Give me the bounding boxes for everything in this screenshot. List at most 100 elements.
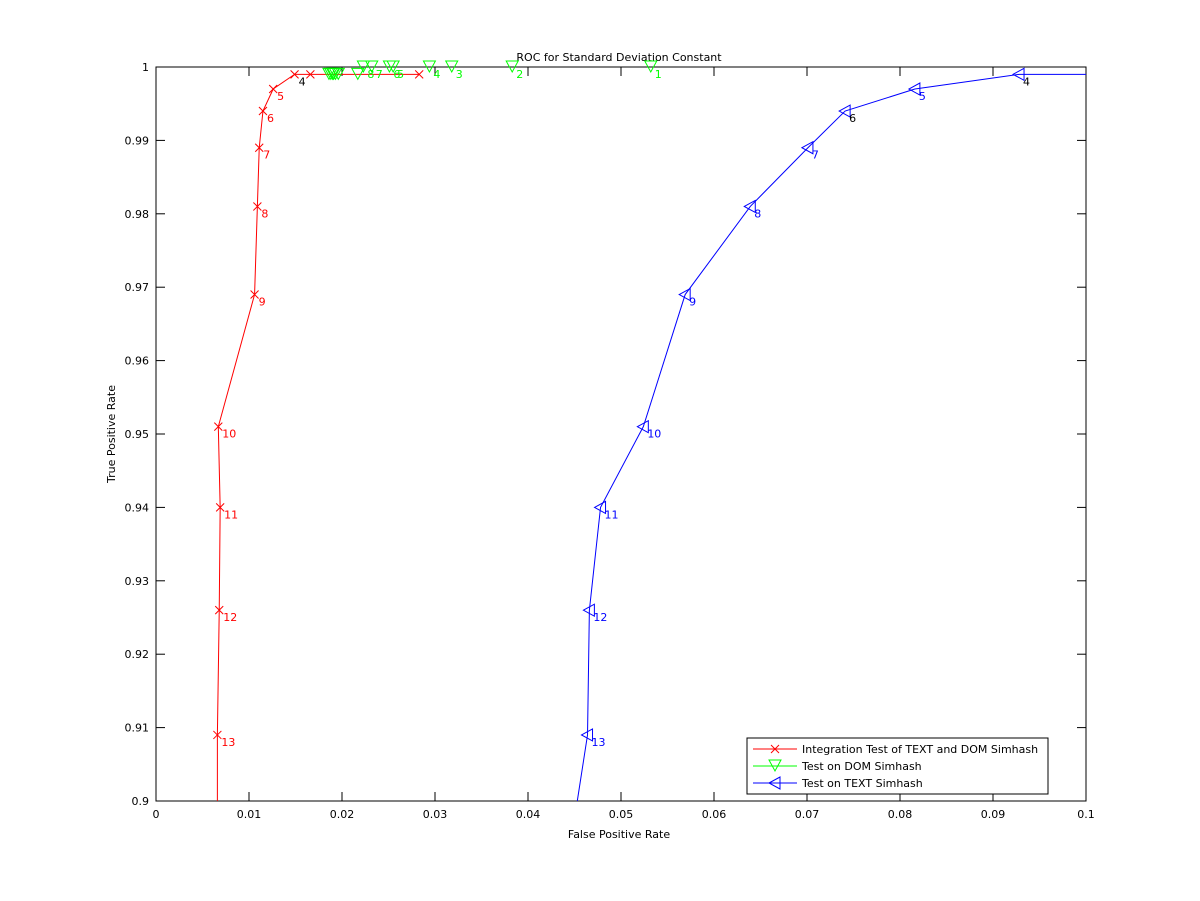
data-point	[800, 140, 814, 155]
y-tick-label: 0.95	[125, 428, 150, 441]
data-point	[250, 290, 259, 299]
y-tick-label: 0.92	[125, 648, 150, 661]
legend-label: Test on DOM Simhash	[801, 760, 922, 773]
data-point	[414, 69, 424, 79]
series-line	[576, 73, 1086, 802]
point-label: 4	[1023, 75, 1030, 88]
point-label: 4	[433, 68, 440, 81]
data-point	[215, 503, 225, 512]
data-point	[636, 419, 649, 434]
data-point	[213, 730, 222, 740]
data-point	[253, 202, 262, 211]
x-tick-label: 0.06	[702, 808, 727, 821]
legend-label: Integration Test of TEXT and DOM Simhash	[802, 743, 1038, 756]
point-label: 10	[647, 428, 661, 441]
data-point	[350, 67, 365, 81]
data-point	[356, 60, 371, 74]
point-label: 7	[812, 149, 819, 162]
data-point	[290, 69, 299, 79]
data-point	[838, 104, 851, 118]
y-tick-label: 0.96	[125, 355, 150, 368]
point-label: 13	[592, 736, 606, 749]
point-label: 1	[655, 68, 662, 81]
x-tick-label: 0.09	[981, 808, 1006, 821]
y-tick-label: 0.94	[125, 501, 150, 514]
series: 4 5 6 7 8 9 10 11 12 13	[576, 67, 1086, 802]
x-tick-label: 0.07	[795, 808, 820, 821]
point-label: 9	[689, 296, 696, 309]
legend-label: Test on TEXT Simhash	[801, 777, 923, 790]
data-point	[364, 60, 379, 74]
data-point	[444, 60, 459, 74]
data-point	[382, 60, 397, 74]
chart-title: ROC for Standard Deviation Constant	[516, 51, 722, 64]
legend-entry: Integration Test of TEXT and DOM Simhash	[753, 743, 1038, 756]
point-label: 2	[516, 68, 523, 81]
data-point	[254, 143, 264, 153]
legend-entry: Test on TEXT Simhash	[753, 776, 923, 790]
y-axis-label: True Positive Rate	[105, 385, 118, 484]
data-point	[306, 69, 315, 79]
data-point	[768, 759, 782, 773]
x-tick-label: 0.05	[609, 808, 634, 821]
data-point	[580, 728, 594, 742]
data-point	[505, 60, 520, 74]
x-tick-label: 0.1	[1077, 808, 1095, 821]
data-point	[268, 84, 278, 94]
y-tick-label: 0.97	[125, 281, 150, 294]
point-label: 4	[299, 75, 306, 88]
y-tick-label: 0.91	[125, 722, 150, 735]
data-point	[582, 603, 595, 618]
data-point	[258, 106, 268, 116]
data-point	[213, 422, 223, 432]
x-tick-label: 0	[153, 808, 160, 821]
point-label: 5	[277, 90, 284, 103]
x-tick-label: 0.02	[330, 808, 355, 821]
point-label: 12	[593, 611, 607, 624]
x-tick-label: 0.03	[423, 808, 448, 821]
y-tick-label: 0.9	[132, 795, 150, 808]
point-label: 11	[605, 508, 619, 521]
data-point	[322, 67, 336, 81]
x-tick-label: 0.08	[888, 808, 913, 821]
axis-ticks: 0 0.01 0.02 0.03 0.04 0.05 0.06 0.07 0.08 0.09 0.1…	[125, 61, 1095, 821]
legend-box	[746, 737, 1049, 795]
data-point	[1011, 67, 1025, 82]
point-label: 8	[367, 68, 374, 81]
y-tick-label: 0.98	[125, 208, 150, 221]
point-label: 7	[263, 149, 270, 162]
legend-entry: Test on DOM Simhash	[753, 759, 922, 773]
y-tick-label: 0.99	[125, 134, 150, 147]
legend: Integration Test of TEXT and DOM Simhash…	[746, 737, 1049, 795]
y-tick-label: 0.93	[125, 575, 150, 588]
point-label: 8	[261, 207, 268, 220]
point-label: 12	[223, 611, 237, 624]
plot-area	[155, 66, 1087, 802]
y-tick-label: 1	[142, 61, 149, 74]
data-point	[743, 199, 756, 214]
x-axis-label: False Positive Rate	[568, 828, 670, 841]
point-label: 6	[267, 112, 274, 125]
point-label: 9	[259, 296, 266, 309]
data-point	[907, 82, 921, 96]
point-label: 6	[849, 112, 856, 125]
data-point	[593, 500, 607, 515]
point-label: 8	[754, 207, 761, 220]
data-point	[770, 744, 780, 754]
point-label: 6	[393, 68, 400, 81]
point-label: 5	[919, 90, 926, 103]
x-tick-label: 0.01	[237, 808, 262, 821]
point-label: 7	[376, 68, 383, 81]
point-label: 3	[456, 68, 463, 81]
point-label: 5	[397, 68, 404, 81]
data-point	[214, 605, 224, 615]
data-point	[422, 60, 437, 74]
data-point	[678, 287, 691, 302]
data-point	[643, 60, 658, 74]
x-tick-label: 0.04	[516, 808, 541, 821]
data-point	[767, 776, 781, 790]
